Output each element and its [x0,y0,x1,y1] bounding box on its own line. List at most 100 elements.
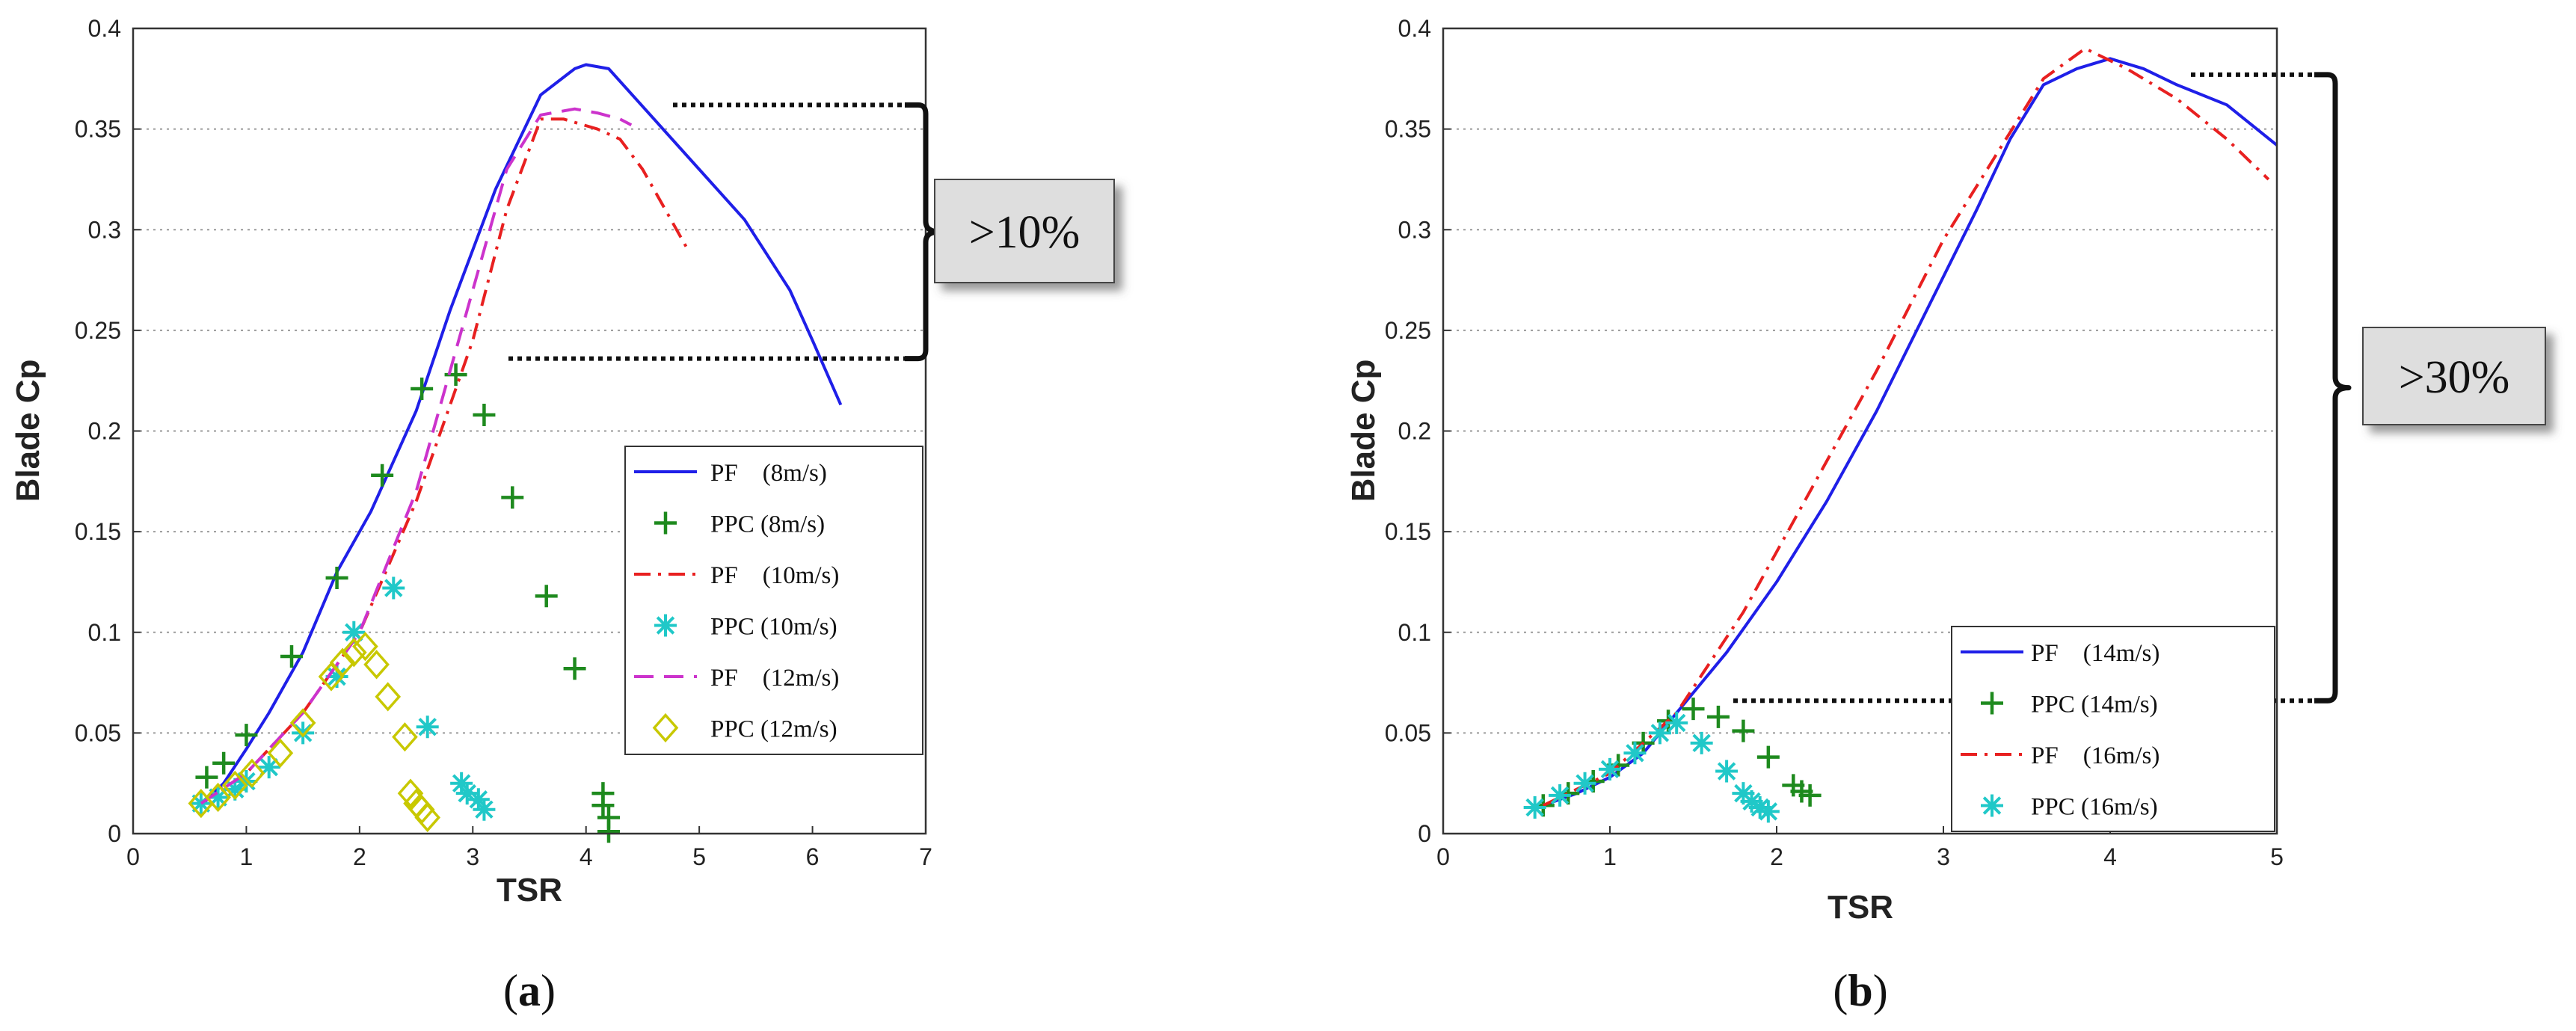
x-tick-label: 2 [353,843,366,870]
curly-brace-icon [2314,72,2352,704]
legend-box-a [624,446,923,755]
data-point [501,486,524,509]
data-point [1549,784,1572,807]
x-tick-label: 2 [1770,843,1783,870]
data-point [1648,721,1671,745]
data-point [1665,711,1688,734]
data-point [382,576,405,600]
legend-entry: PPC (16m/s) [2031,794,2158,821]
y-tick-label: 0.15 [75,518,121,545]
y-tick-label: 0.05 [75,719,121,746]
y-axis-label-b: Blade Cp [1345,360,1382,502]
data-point [467,788,490,811]
legend-entry: PPC (12m/s) [710,716,837,743]
data-point [329,647,356,677]
data-point [289,708,316,738]
x-tick-label: 3 [1937,843,1950,870]
data-point [363,650,390,680]
series-line-0 [200,63,843,807]
legend-swatch [1981,692,2003,715]
y-tick-label: 0.25 [75,317,121,344]
data-point [397,778,424,808]
data-point [205,782,231,813]
legend-entry: PF (16m/s) [2031,742,2160,769]
data-point [1732,719,1755,742]
series-markers-3 [1523,711,1780,823]
x-tick-label: 4 [580,843,593,870]
legend-swatch [652,713,679,743]
panel-label-b: (b) [1833,966,1887,1015]
data-point [455,782,479,805]
x-tick-label: 4 [2103,843,2117,870]
x-tick-label: 5 [692,843,706,870]
y-axis-label-a: Blade Cp [10,360,46,502]
legend-box-b [1951,626,2275,832]
data-point [1732,782,1755,805]
data-point [221,770,248,801]
x-tick-label: 5 [2270,843,2284,870]
data-point [1706,705,1730,728]
data-point [1682,698,1705,721]
legend-swatch [654,511,677,535]
x-tick-label: 7 [919,843,932,870]
chart-panel-b: 00.050.10.150.20.250.30.350.40 1 2 3 4 5 TSR … [1345,15,2546,1015]
data-point [267,738,294,768]
data-point [535,585,558,608]
legend-entry: PPC (10m/s) [710,614,837,641]
data-point [1740,790,1763,813]
legend-b: PF (14m/s) PPC (14m/s) PF (16m/s) PPC (16m/… [1951,626,2275,832]
data-point [1690,731,1713,754]
x-tick-label: 6 [806,843,820,870]
panel-letter-b: b [1848,966,1872,1015]
series-markers-1 [195,363,620,843]
data-point [375,682,402,712]
data-point [352,631,378,662]
series-line-4 [200,107,633,805]
data-point [392,722,418,752]
panel-letter-a: a [518,966,541,1015]
callout-box-background [934,179,1115,283]
y-tick-label: 0.35 [1385,116,1431,143]
tick-labels-a: 0 0.05 0.1 0.15 0.2 0.25 0.3 0.35 0.4 0 1 2 3 4 5 6 7 [75,15,932,870]
legend-entry: PPC (8m/s) [710,511,825,538]
y-tick-label: 0.1 [1398,619,1431,646]
x-tick-label: 3 [466,843,479,870]
data-point [371,464,394,487]
x-axis-label-b: TSR [1828,889,1893,926]
data-point [416,715,439,739]
data-point [1599,757,1621,781]
data-point [411,377,434,400]
data-point [212,751,236,775]
data-point [292,721,315,745]
panel-label-a: (a) [503,966,556,1015]
data-point [1756,800,1780,823]
y-tick-label: 0.35 [75,116,121,143]
legend-entry: PF (12m/s) [710,665,839,692]
series-line-2 [1542,46,2270,807]
callout-box-b: >30% [2362,327,2546,425]
data-point [1523,796,1546,819]
y-tick-label: 0.4 [88,15,121,42]
x-tick-label: 1 [240,843,253,870]
legend-entry: PF (14m/s) [2031,640,2160,667]
x-axis-label-a: TSR [497,872,562,908]
series-group-b [1523,46,2278,823]
y-tick-label: 0.3 [1398,216,1431,243]
data-point [1748,796,1771,819]
y-tick-label: 0.4 [1398,15,1431,42]
data-point [1623,742,1647,765]
legend-swatch [1981,794,2003,817]
x-tick-label: 0 [1436,843,1450,870]
y-tick-label: 0 [1418,820,1431,847]
series-markers-3 [189,576,496,821]
x-tick-label: 1 [1603,843,1617,870]
data-point [473,798,496,821]
data-point [1798,784,1822,807]
y-tick-label: 0.1 [88,619,121,646]
callout-box-a: >10% [934,179,1115,283]
y-tick-label: 0.2 [88,418,121,445]
data-point [189,792,212,815]
series-group-a [188,63,843,843]
data-point [450,772,473,795]
